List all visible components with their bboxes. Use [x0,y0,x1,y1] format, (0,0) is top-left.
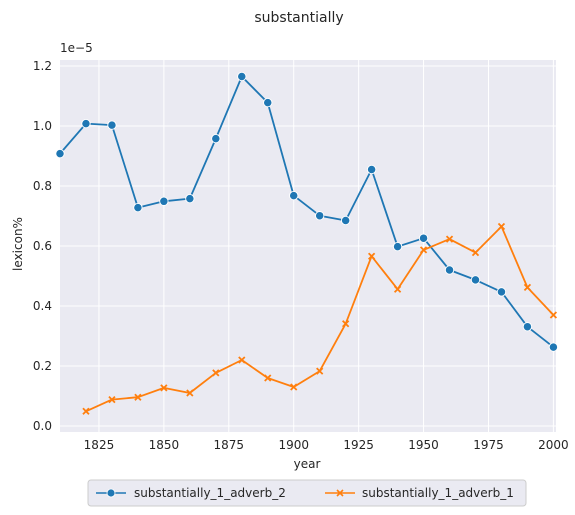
data-point [522,322,533,332]
data-point [341,215,351,226]
data-point [159,196,169,206]
data-point [290,383,298,391]
y-tick-label: 0.2 [33,359,52,373]
data-point [186,389,194,397]
data-point [444,265,455,275]
legend-box [87,479,527,507]
data-point [107,120,117,130]
y-scale-note: 1e−5 [60,41,93,55]
data-point [367,252,376,260]
data-point [470,275,481,285]
x-axis-ticks: 1825 1850 1875 1900 1925 1950 1975 2000 [84,438,569,452]
legend-label-series-1: substantially_1_adverb_2 [134,486,286,500]
data-point [418,233,429,243]
data-point [108,395,116,404]
data-point [366,164,377,175]
x-tick-label: 1950 [408,438,439,452]
data-point [160,384,168,392]
data-point [393,285,402,293]
data-point [55,148,65,159]
data-point [392,241,403,252]
data-point [315,211,325,221]
data-point [523,283,532,292]
grid-lines [60,60,556,432]
y-tick-label: 0.4 [33,299,52,313]
legend-marker-series-1 [106,488,116,498]
data-point [211,133,221,144]
data-point [81,118,91,129]
y-tick-label: 0.6 [33,239,52,253]
data-point [237,71,247,82]
series-group [55,71,559,415]
data-point [185,193,195,204]
data-point [289,190,299,201]
data-point [419,246,428,254]
chart-title: substantially [254,10,343,26]
data-point [549,311,558,319]
data-point [445,235,454,243]
x-axis-label: year [294,457,321,471]
x-tick-label: 1900 [278,438,309,452]
data-point [496,287,507,297]
data-point [548,342,559,352]
x-tick-label: 1975 [473,438,504,452]
y-tick-label: 1.2 [33,59,52,73]
data-point [82,407,90,415]
legend-label-series-2: substantially_1_adverb_1 [362,486,514,500]
x-tick-label: 1825 [84,438,115,452]
data-point [342,320,350,328]
data-point [133,202,143,213]
data-point [264,374,272,382]
y-axis-label: lexicon% [11,217,25,271]
data-point [134,393,142,401]
x-tick-label: 1925 [343,438,374,452]
y-axis-ticks: 0.0 0.2 0.4 0.6 0.8 1.0 1.2 [33,59,52,433]
data-point [263,97,273,108]
y-tick-label: 0.0 [33,419,52,433]
data-point [316,367,324,375]
data-point [471,248,480,257]
legend-marker-series-2 [336,489,344,497]
legend: substantially_1_adverb_2 substantially_1… [87,479,527,507]
data-point [238,356,246,364]
data-point [212,369,220,377]
x-tick-label: 1875 [214,438,245,452]
data-point [497,222,506,231]
y-tick-label: 0.8 [33,179,52,193]
x-tick-label: 2000 [538,438,569,452]
x-tick-label: 1850 [149,438,180,452]
y-tick-label: 1.0 [33,119,52,133]
